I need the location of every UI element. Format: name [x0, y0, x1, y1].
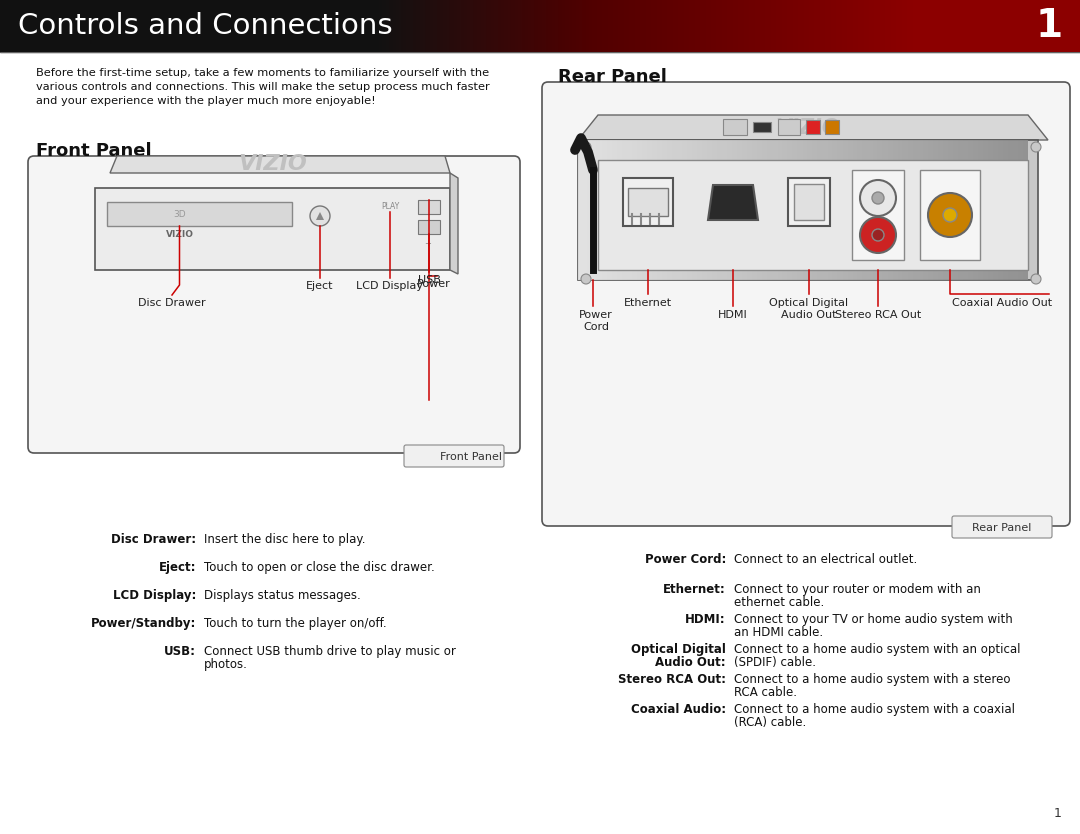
Text: HDMI: HDMI [718, 310, 747, 320]
Text: photos.: photos. [204, 658, 248, 671]
Text: an HDMI cable.: an HDMI cable. [734, 626, 823, 639]
Text: Stereo RCA Out: Stereo RCA Out [835, 310, 921, 320]
Bar [627, 188, 669, 216]
Text: (SPDIF) cable.: (SPDIF) cable. [734, 656, 816, 669]
Bar [578, 140, 1038, 280]
Text: Power
Cord: Power Cord [579, 310, 612, 333]
Text: VIZIO: VIZIO [775, 118, 840, 138]
Text: Insert the disc here to play.: Insert the disc here to play. [204, 533, 365, 546]
Text: 1: 1 [1054, 807, 1062, 820]
Bar [95, 188, 450, 270]
Bar [806, 120, 820, 134]
Text: Power Cord:: Power Cord: [645, 553, 726, 566]
Circle shape [872, 229, 885, 241]
Text: Connect to your router or modem with an: Connect to your router or modem with an [734, 583, 981, 596]
Circle shape [581, 142, 591, 152]
Text: ethernet cable.: ethernet cable. [734, 596, 824, 609]
Text: VIZIO: VIZIO [238, 154, 307, 174]
Bar [852, 170, 904, 260]
Text: Optical Digital: Optical Digital [631, 643, 726, 656]
Text: 1: 1 [1036, 7, 1063, 45]
Text: Connect to an electrical outlet.: Connect to an electrical outlet. [734, 553, 917, 566]
Text: Touch to open or close the disc drawer.: Touch to open or close the disc drawer. [204, 561, 435, 574]
Text: VIZIO: VIZIO [165, 229, 193, 239]
Text: LCD Display: LCD Display [356, 281, 423, 291]
Text: Audio Out:: Audio Out: [656, 656, 726, 669]
FancyBboxPatch shape [951, 516, 1052, 538]
Text: Eject:: Eject: [159, 561, 195, 574]
Text: HDMI:: HDMI: [686, 613, 726, 626]
Bar [0, 0, 1080, 52]
Text: LCD Display:: LCD Display: [112, 589, 195, 602]
Polygon shape [450, 173, 458, 274]
Text: Disc Drawer:: Disc Drawer: [111, 533, 195, 546]
Text: Displays status messages.: Displays status messages. [204, 589, 361, 602]
Text: Rear Panel: Rear Panel [558, 68, 666, 86]
Circle shape [310, 206, 330, 226]
Text: Connect to a home audio system with a stereo: Connect to a home audio system with a st… [734, 673, 1011, 686]
Bar [825, 120, 839, 134]
Text: Eject: Eject [307, 281, 334, 291]
FancyBboxPatch shape [404, 445, 504, 467]
Polygon shape [110, 156, 450, 173]
Bar [920, 170, 980, 260]
Text: Front Panel: Front Panel [440, 452, 502, 462]
Circle shape [860, 180, 896, 216]
Circle shape [943, 208, 957, 222]
Bar [598, 160, 1028, 270]
Text: Disc Drawer: Disc Drawer [138, 298, 206, 308]
Text: Stereo RCA Out:: Stereo RCA Out: [618, 673, 726, 686]
Bar [107, 202, 292, 226]
Circle shape [928, 193, 972, 237]
Text: Ethernet:: Ethernet: [663, 583, 726, 596]
Text: 3D: 3D [173, 209, 186, 219]
Circle shape [581, 274, 591, 284]
Text: Connect to a home audio system with a coaxial: Connect to a home audio system with a co… [734, 703, 1015, 716]
Text: Front Panel: Front Panel [36, 142, 151, 160]
Bar [418, 220, 440, 234]
Text: Optical Digital
Audio Out: Optical Digital Audio Out [769, 298, 849, 320]
FancyBboxPatch shape [28, 156, 519, 453]
Bar [778, 119, 800, 135]
Text: Controls and Connections: Controls and Connections [18, 12, 393, 40]
Text: Coaxial Audio:: Coaxial Audio: [631, 703, 726, 716]
Polygon shape [708, 185, 758, 220]
Circle shape [1031, 142, 1041, 152]
Circle shape [872, 192, 885, 204]
Text: USB:: USB: [164, 645, 195, 658]
Text: Rear Panel: Rear Panel [972, 523, 1031, 533]
Text: PLAY: PLAY [381, 202, 400, 210]
Text: Connect to your TV or home audio system with: Connect to your TV or home audio system … [734, 613, 1013, 626]
Circle shape [860, 217, 896, 253]
Polygon shape [316, 212, 324, 220]
Text: Coaxial Audio Out: Coaxial Audio Out [951, 298, 1052, 308]
Bar [418, 200, 440, 214]
Text: +: + [424, 239, 431, 248]
Text: Touch to turn the player on/off.: Touch to turn the player on/off. [204, 617, 387, 630]
Bar [723, 119, 747, 135]
FancyBboxPatch shape [542, 82, 1070, 526]
Bar [794, 184, 824, 220]
Polygon shape [578, 115, 1048, 140]
Text: Power: Power [417, 279, 450, 289]
Text: USB: USB [418, 275, 441, 285]
Circle shape [1031, 274, 1041, 284]
Text: Connect to a home audio system with an optical: Connect to a home audio system with an o… [734, 643, 1021, 656]
Bar [753, 122, 771, 132]
Text: Connect USB thumb drive to play music or: Connect USB thumb drive to play music or [204, 645, 456, 658]
Text: Ethernet: Ethernet [624, 298, 672, 308]
Text: RCA cable.: RCA cable. [734, 686, 797, 699]
Text: Power/Standby:: Power/Standby: [91, 617, 195, 630]
Bar [788, 178, 831, 226]
Bar [623, 178, 673, 226]
Text: (RCA) cable.: (RCA) cable. [734, 716, 807, 729]
Text: Before the first-time setup, take a few moments to familiarize yourself with the: Before the first-time setup, take a few … [36, 68, 489, 106]
